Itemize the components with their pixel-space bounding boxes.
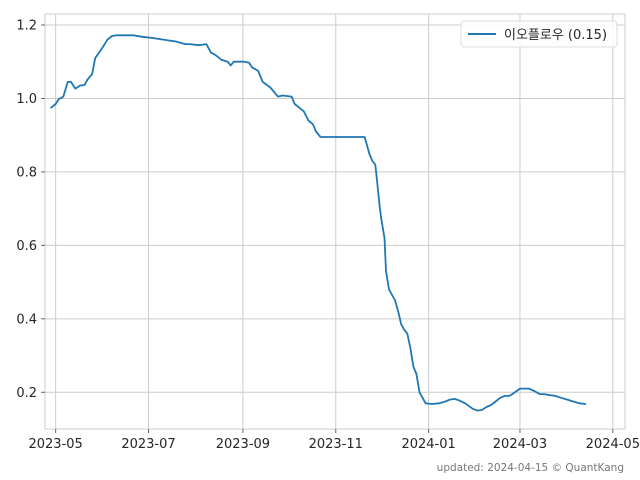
legend: 이오플로우 (0.15) (460, 20, 618, 48)
y-tick-label: 0.8 (16, 165, 37, 180)
x-tick-label: 2023-11 (309, 437, 363, 452)
series-layer (50, 34, 587, 412)
y-tick-label: 1.0 (16, 92, 37, 107)
x-axis: 2023-05 2023-07 2023-09 2023-11 2024-01 2024-… (28, 429, 640, 452)
y-tick-label: 0.6 (16, 239, 37, 254)
updated-footnote: updated: 2024-04-15 © QuantKang (437, 462, 624, 474)
grid (45, 14, 625, 429)
x-tick-label: 2023-07 (121, 437, 175, 452)
legend-label: 이오플로우 (0.15) (504, 28, 607, 43)
x-tick-label: 2024-03 (493, 437, 547, 452)
y-tick-label: 1.2 (16, 19, 37, 34)
x-tick-label: 2023-09 (216, 437, 270, 452)
y-axis: 0.2 0.4 0.6 0.8 1.0 1.2 (16, 19, 45, 401)
x-tick-label: 2024-01 (401, 437, 455, 452)
x-tick-label: 2023-05 (28, 437, 82, 452)
plot-frame (44, 13, 626, 430)
x-tick-label: 2024-05 (586, 437, 640, 452)
series-line (50, 34, 587, 412)
y-tick-label: 0.4 (16, 312, 37, 327)
y-tick-label: 0.2 (16, 386, 37, 401)
legend-box (460, 20, 618, 48)
